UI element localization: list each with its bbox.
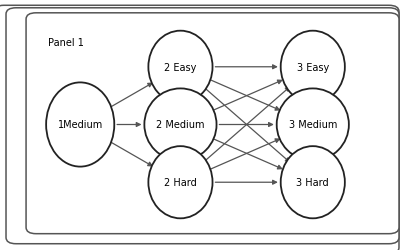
FancyBboxPatch shape <box>0 6 399 250</box>
Ellipse shape <box>281 32 345 104</box>
Text: 2 Easy: 2 Easy <box>164 62 196 72</box>
FancyBboxPatch shape <box>6 9 399 244</box>
Ellipse shape <box>144 89 217 161</box>
Text: Panel 2: Panel 2 <box>28 28 64 38</box>
Text: 3 Medium: 3 Medium <box>289 120 337 130</box>
Text: 3 Easy: 3 Easy <box>297 62 329 72</box>
Ellipse shape <box>277 89 349 161</box>
Text: 2 Medium: 2 Medium <box>156 120 205 130</box>
Ellipse shape <box>148 146 213 218</box>
FancyBboxPatch shape <box>26 14 399 234</box>
Text: Panel N: Panel N <box>16 18 53 28</box>
Ellipse shape <box>281 146 345 218</box>
Ellipse shape <box>46 83 114 167</box>
Text: 1Medium: 1Medium <box>58 120 103 130</box>
Text: Panel 1: Panel 1 <box>48 38 84 48</box>
Text: 2 Hard: 2 Hard <box>164 178 197 188</box>
Ellipse shape <box>148 32 213 104</box>
Text: 3 Hard: 3 Hard <box>296 178 329 188</box>
